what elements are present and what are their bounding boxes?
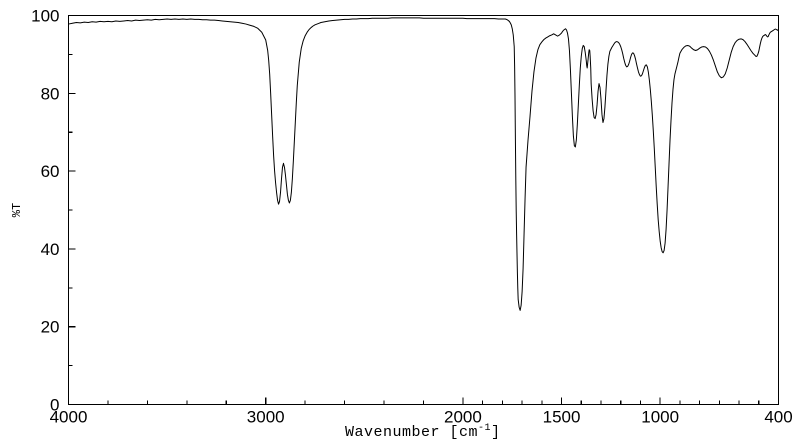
y-axis-ticks bbox=[68, 14, 76, 406]
y-tick-label: 100 bbox=[31, 7, 59, 26]
x-tick-label: 1500 bbox=[543, 408, 581, 427]
x-axis-title-main: Wavenumber [cm bbox=[345, 424, 478, 441]
x-axis-title-tail: ] bbox=[491, 424, 501, 441]
plot-frame-rect bbox=[67, 14, 780, 406]
y-tick-label: 60 bbox=[41, 162, 60, 181]
y-axis-title-text: %T bbox=[10, 203, 24, 217]
x-axis-title-exponent: -1 bbox=[478, 423, 491, 434]
x-tick-label: 400 bbox=[764, 408, 792, 427]
x-axis-ticks bbox=[67, 397, 780, 405]
x-tick-label: 3000 bbox=[247, 408, 285, 427]
svg-text:Wavenumber [cm-1]: Wavenumber [cm-1] bbox=[345, 423, 501, 441]
y-axis-title: %T bbox=[10, 203, 24, 217]
y-tick-label: 80 bbox=[41, 84, 60, 103]
spectrum-trace bbox=[68, 17, 779, 311]
x-tick-label: 1000 bbox=[641, 408, 679, 427]
x-tick-label: 2000 bbox=[444, 408, 482, 427]
plot-frame bbox=[67, 14, 780, 406]
y-tick-label: 40 bbox=[41, 240, 60, 259]
y-axis-tick-labels: 0 20 40 60 80 100 bbox=[31, 7, 59, 415]
y-tick-label: 20 bbox=[41, 318, 60, 337]
y-tick-label: 0 bbox=[50, 396, 59, 415]
x-axis-title: Wavenumber [cm-1] bbox=[345, 423, 501, 441]
x-axis-tick-labels: 4000 3000 2000 1500 1000 400 bbox=[50, 408, 793, 427]
x-tick-label: 4000 bbox=[50, 408, 88, 427]
